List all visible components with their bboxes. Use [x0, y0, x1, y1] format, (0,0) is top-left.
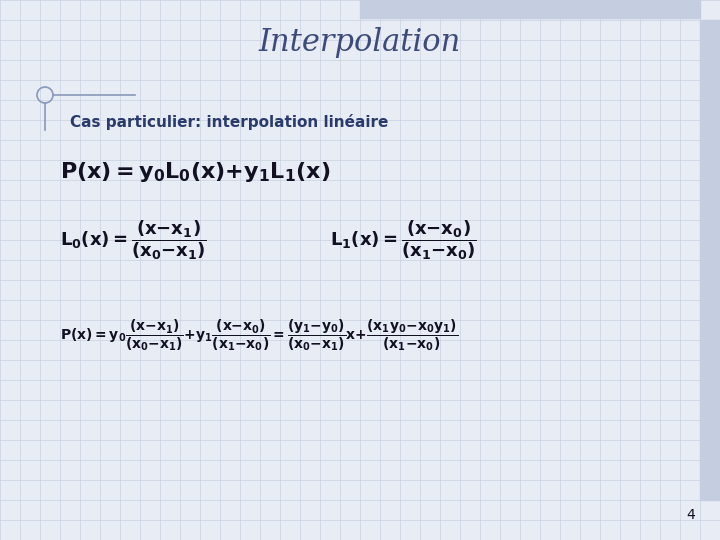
Bar: [700, 20, 720, 500]
Text: 4: 4: [686, 508, 695, 522]
Bar: [360, 0, 700, 18]
Text: Cas particulier: interpolation linéaire: Cas particulier: interpolation linéaire: [70, 114, 388, 130]
Text: $\mathbf{L_0(x){=}\dfrac{(x{-}x_1)}{(x_0{-}x_1)}}$: $\mathbf{L_0(x){=}\dfrac{(x{-}x_1)}{(x_0…: [60, 218, 207, 262]
Text: $\mathbf{P(x){=}y_0\dfrac{(x{-}x_1)}{(x_0{-}x_1)}{+}y_1\dfrac{(x{-}x_0)}{(x_1{-}: $\mathbf{P(x){=}y_0\dfrac{(x{-}x_1)}{(x_…: [60, 317, 458, 353]
Text: $\mathbf{L_1(x){=}\dfrac{(x{-}x_0)}{(x_1{-}x_0)}}$: $\mathbf{L_1(x){=}\dfrac{(x{-}x_0)}{(x_1…: [330, 218, 477, 262]
Text: $\mathbf{P(x){=}y_0L_0(x){+}y_1L_1(x)}$: $\mathbf{P(x){=}y_0L_0(x){+}y_1L_1(x)}$: [60, 160, 330, 184]
Text: Interpolation: Interpolation: [259, 28, 461, 58]
